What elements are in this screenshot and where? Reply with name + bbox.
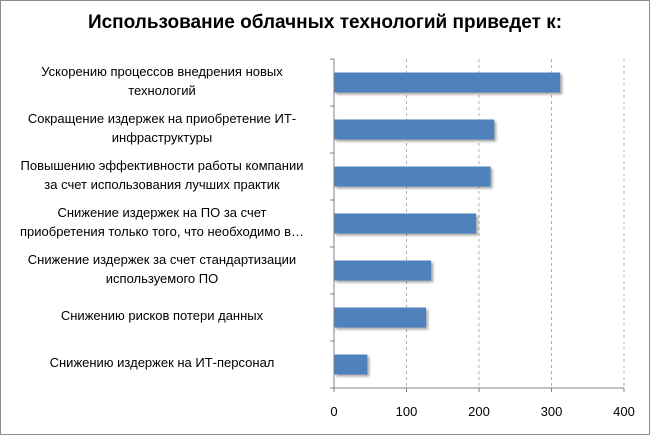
category-label: Ускорению процессов внедрения новых техн…	[41, 63, 283, 98]
category-label: Снижению рисков потери данных	[60, 308, 264, 323]
bar-4	[334, 213, 477, 234]
bar-6	[334, 307, 427, 328]
category-label: Повышению эффективности работы компании …	[20, 157, 304, 192]
bar-7	[334, 354, 368, 375]
bar-5	[334, 260, 432, 281]
category-label: Сокращение издержек на приобретение ИТ- …	[27, 110, 297, 145]
chart-title: Использование облачных технологий привед…	[87, 12, 563, 33]
bar-3	[334, 166, 491, 187]
x-tick-label: 100	[396, 404, 418, 419]
category-label: Снижение издержек на ПО за счет приобрет…	[19, 204, 304, 239]
category-label: Снижению издержек на ИТ-персонал	[49, 355, 275, 370]
x-tick-label: 200	[468, 404, 490, 419]
category-label: Снижение издержек за счет стандартизации…	[27, 251, 297, 286]
bar-2	[334, 119, 495, 140]
x-tick-label: 300	[541, 404, 563, 419]
bar-1	[334, 72, 561, 93]
x-tick-label: 0	[330, 404, 337, 419]
x-tick-label: 400	[613, 404, 635, 419]
